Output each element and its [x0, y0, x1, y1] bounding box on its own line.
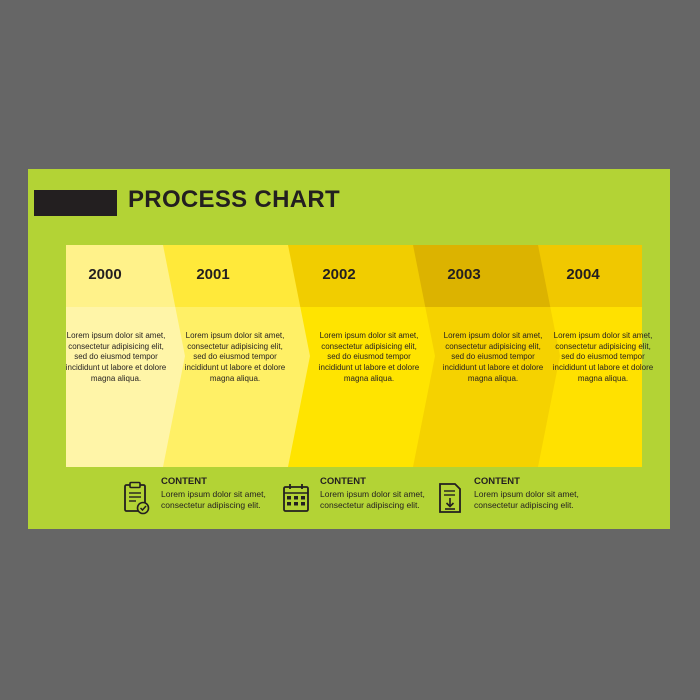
step-year-2000: 2000 [88, 266, 122, 283]
calendar-grid-icon [283, 484, 309, 512]
step-header-2001 [141, 245, 301, 307]
step-text-2000: Lorem ipsum dolor sit amet, consectetur … [65, 331, 167, 383]
step-text-2004: Lorem ipsum dolor sit amet, consectetur … [552, 331, 654, 383]
step-text-2001: Lorem ipsum dolor sit amet, consectetur … [184, 331, 286, 383]
step-year-2004: 2004 [566, 266, 600, 283]
step-header-2002 [266, 245, 426, 307]
step-text-2003: Lorem ipsum dolor sit amet, consectetur … [442, 331, 544, 383]
step-text-2002: Lorem ipsum dolor sit amet, consectetur … [318, 331, 420, 383]
step-year-2001: 2001 [196, 266, 230, 283]
step-header-2000 [66, 245, 176, 307]
process-arrows [66, 245, 642, 467]
content-heading: CONTENT [474, 476, 520, 487]
step-year-2002: 2002 [322, 266, 356, 283]
clipboard-check-icon [124, 481, 150, 515]
content-heading: CONTENT [161, 476, 207, 487]
title-bar-block [34, 190, 117, 216]
content-body: Lorem ipsum dolor sit amet, consectetur … [474, 489, 579, 510]
step-year-2003: 2003 [447, 266, 481, 283]
content-body: Lorem ipsum dolor sit amet, consectetur … [161, 489, 266, 510]
content-body: Lorem ipsum dolor sit amet, consectetur … [320, 489, 425, 510]
step-header-2004 [516, 245, 642, 307]
document-download-icon [439, 483, 461, 513]
step-header-2003 [391, 245, 551, 307]
content-heading: CONTENT [320, 476, 366, 487]
page-title: PROCESS CHART [128, 186, 340, 213]
process-chart-card: PROCESS CHART 2000 2001 2002 2003 2004 Lorem… [28, 169, 670, 529]
